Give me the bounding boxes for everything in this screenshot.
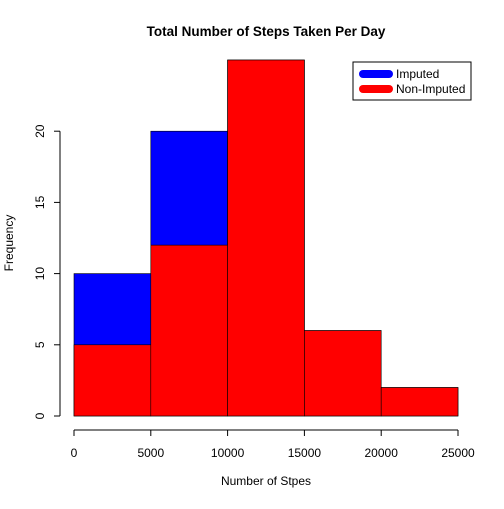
chart-title: Total Number of Steps Taken Per Day [147, 24, 386, 39]
bars-group [73, 59, 459, 417]
y-tick-label: 0 [33, 412, 47, 419]
y-tick-label: 5 [33, 341, 47, 348]
y-tick-label: 20 [33, 124, 47, 138]
y-tick-label: 15 [33, 195, 47, 209]
x-tick-label: 0 [71, 446, 78, 460]
bar-non-imputed-5 [380, 387, 459, 417]
bar-non-imputed-3 [227, 59, 305, 417]
legend-box [352, 61, 472, 101]
x-tick-label: 10000 [211, 446, 245, 460]
bar-non-imputed-1 [73, 344, 152, 417]
x-tick-label: 5000 [137, 446, 164, 460]
bar-non-imputed-4 [304, 330, 382, 417]
x-axis: 0 5000 10000 15000 20000 25000 [71, 429, 475, 460]
y-axis-label: Frequency [2, 215, 16, 272]
y-axis: 0 5 10 15 20 [33, 124, 61, 419]
x-axis-label: Number of Stpes [221, 474, 311, 488]
x-tick-label: 15000 [288, 446, 322, 460]
bar-non-imputed-2 [150, 244, 228, 417]
y-tick-label: 10 [33, 267, 47, 281]
x-tick-label: 20000 [365, 446, 399, 460]
legend-label: Imputed [396, 67, 439, 81]
legend-label: Non-Imputed [396, 82, 465, 96]
x-tick-label: 25000 [441, 446, 475, 460]
